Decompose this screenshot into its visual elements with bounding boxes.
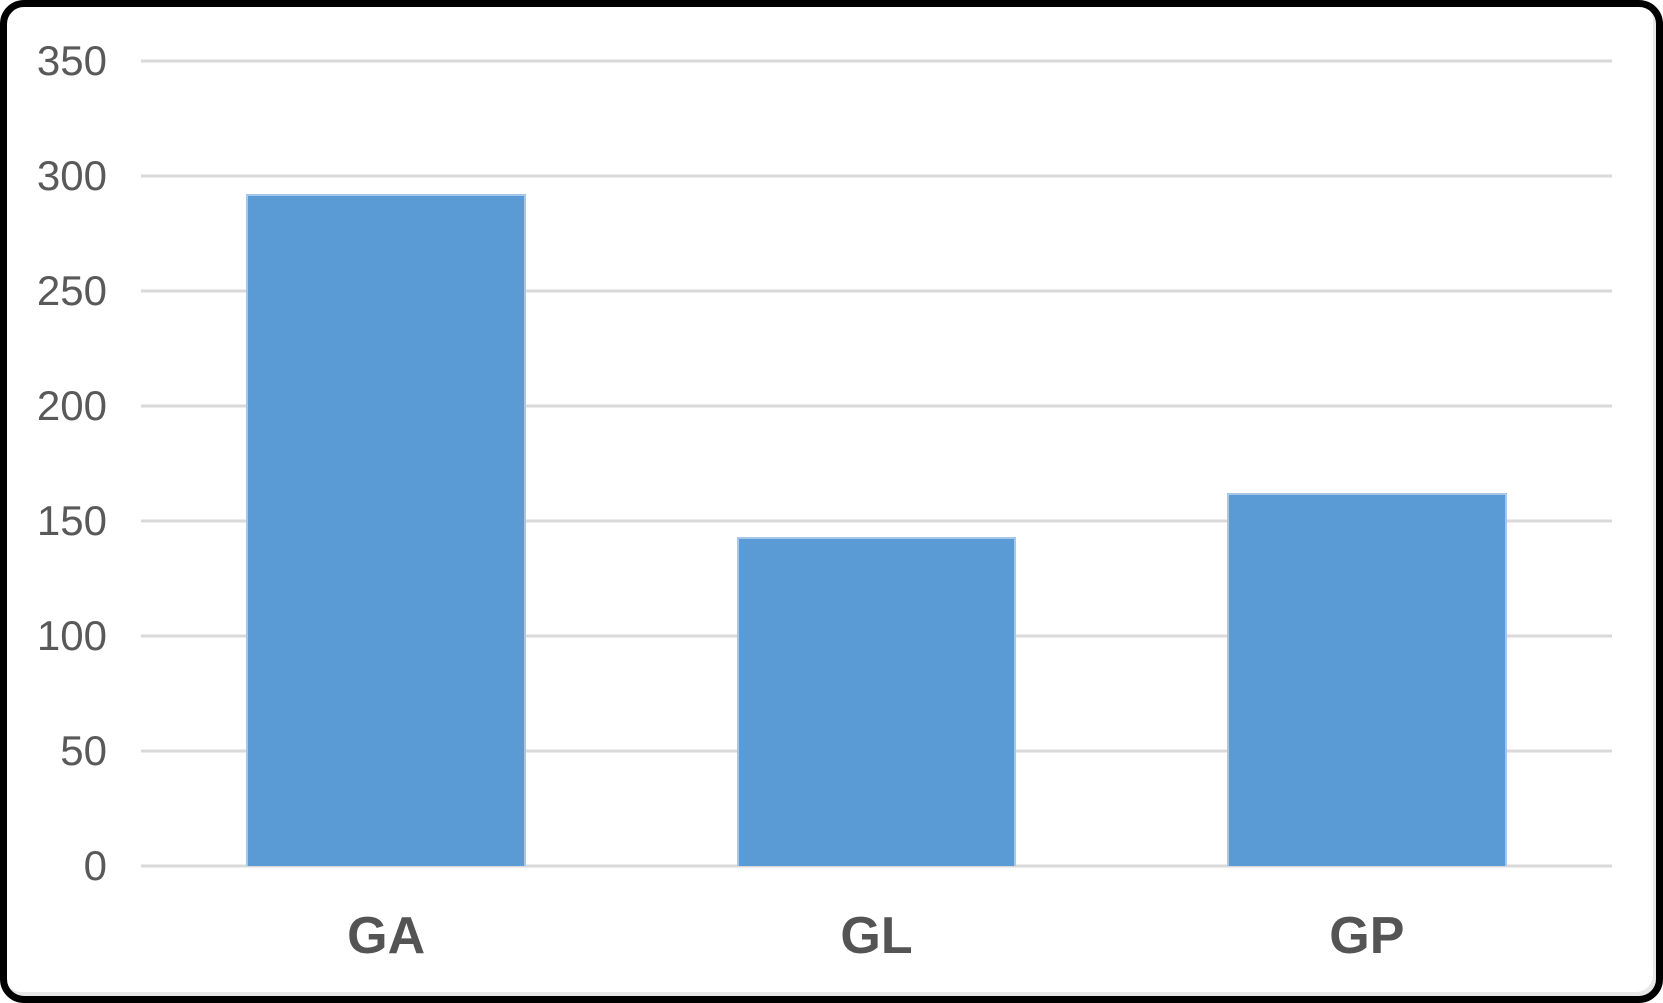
gridline-350 [141,59,1612,63]
y-tick-label-0: 0 [83,842,107,889]
y-tick-label-300: 300 [36,152,107,199]
gridline-200 [141,404,1612,408]
bar-GP [1227,493,1507,866]
y-tick-label-100: 100 [36,612,107,659]
y-tick-label-150: 150 [36,497,107,544]
bar-series [141,61,1612,866]
y-tick-label-250: 250 [36,267,107,314]
y-tick-label-200: 200 [36,382,107,429]
x-category-label-GA: GA [347,907,426,965]
x-category-label-GP: GP [1329,907,1405,965]
gridline-150 [141,519,1612,523]
x-axis-category-labels: GA GL GP [141,904,1612,984]
x-category-label-GL: GL [840,907,913,965]
y-axis-tick-labels: 0 50 100 150 200 250 300 350 [7,40,107,887]
gridline-300 [141,174,1612,178]
bar-GL [736,537,1017,866]
bar-GA [246,194,526,866]
y-tick-label-350: 350 [36,37,107,84]
gridline-0 [141,864,1612,868]
y-tick-label-50: 50 [60,727,107,774]
gridline-250 [141,289,1612,293]
plot-area [141,59,1612,868]
